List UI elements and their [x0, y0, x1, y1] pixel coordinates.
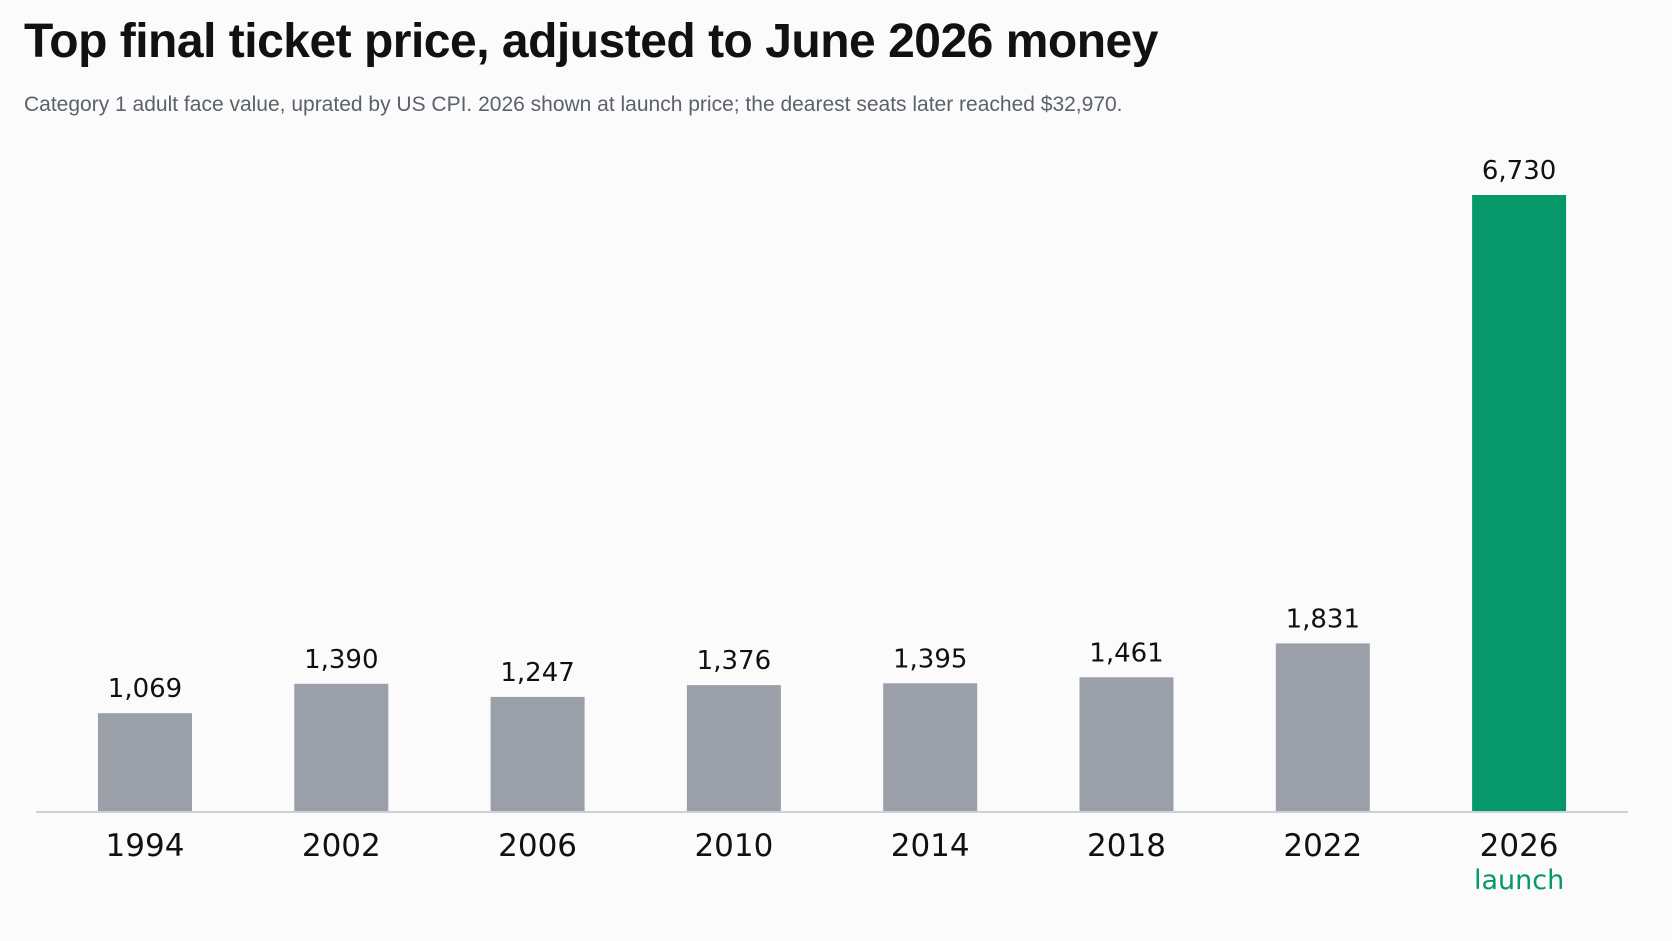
value-label-2006: 1,247 — [500, 658, 574, 688]
x-tick-label-2014: 2014 — [891, 828, 970, 864]
bar-2018 — [1079, 677, 1174, 811]
value-label-2010: 1,376 — [697, 646, 771, 676]
bar-2026 — [1472, 195, 1567, 811]
bars-layer — [98, 195, 1567, 811]
chart-title: Top final ticket price, adjusted to June… — [24, 15, 1158, 68]
bar-2014 — [883, 683, 978, 811]
value-label-2002: 1,390 — [304, 645, 378, 675]
x-tick-label-2002: 2002 — [302, 828, 381, 864]
value-label-2018: 1,461 — [1089, 638, 1163, 668]
bar-1994 — [98, 713, 192, 811]
value-label-1994: 1,069 — [108, 674, 182, 704]
x-tick-label-2006: 2006 — [498, 828, 577, 864]
chart-subtitle: Category 1 adult face value, uprated by … — [24, 93, 1123, 116]
value-label-2014: 1,395 — [893, 644, 967, 674]
x-tick-label-2018: 2018 — [1087, 828, 1166, 864]
x-tick-label-2010: 2010 — [694, 828, 773, 864]
bar-2002 — [294, 683, 389, 811]
bar-2010 — [686, 685, 781, 811]
x-tick-label-2026: 2026 — [1480, 828, 1559, 864]
x-tick-label-2022: 2022 — [1283, 828, 1362, 864]
category-note-2026: launch — [1474, 865, 1564, 896]
labels-layer: 1,069 1994 1,390 2002 1,247 2006 1,376 2010 1,39… — [106, 156, 1565, 896]
x-tick-label-1994: 1994 — [106, 828, 185, 864]
bar-2022 — [1275, 643, 1370, 811]
bar-2006 — [490, 696, 585, 811]
value-label-2026: 6,730 — [1482, 156, 1556, 186]
value-label-2022: 1,831 — [1286, 604, 1360, 634]
